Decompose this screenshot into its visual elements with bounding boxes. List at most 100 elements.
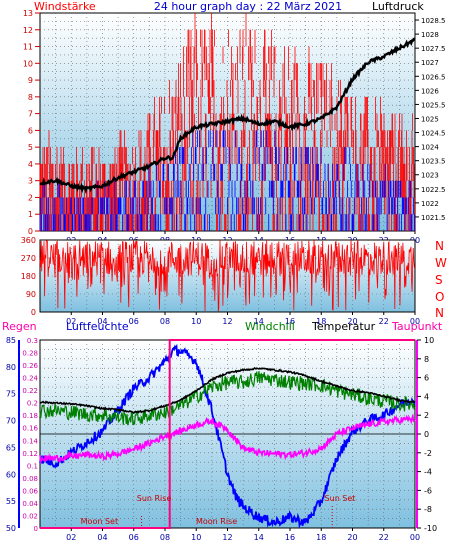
x-tick-label: 20 xyxy=(347,317,357,326)
regen-tick-label: 0.24 xyxy=(22,375,38,383)
x-tick-label: 08 xyxy=(160,317,170,326)
humidity-axis: 50 55 60 65 70 75 80 85 xyxy=(6,336,20,533)
wind-direction-tick-label: 0 xyxy=(31,308,36,317)
pressure-tick-label: 1022 xyxy=(421,200,439,208)
wind-speed-tick-label: 5 xyxy=(28,143,33,152)
wind-direction-tick-label: 360 xyxy=(21,236,36,245)
compass-label-w: W xyxy=(435,256,447,270)
compass-labels: N W S O N xyxy=(435,239,447,320)
x-tick-label: 18 xyxy=(316,533,326,542)
humidity-tick-label: 70 xyxy=(6,417,16,426)
wind-speed-tick-label: 3 xyxy=(28,177,33,186)
wind-speed-tick-label: 7 xyxy=(28,110,33,119)
x-tick-label: 10 xyxy=(191,533,201,542)
regen-tick-label: 0.26 xyxy=(22,362,38,370)
regen-tick-label: 0.28 xyxy=(22,350,38,358)
series-line-regen xyxy=(40,339,415,529)
humidity-tick-label: 65 xyxy=(6,443,16,452)
temperature-tick-label: 6 xyxy=(424,374,429,383)
event-label-moon-rise: Moon Rise xyxy=(196,517,237,526)
wind-speed-tick-label: 13 xyxy=(23,9,33,18)
wind-direction-series xyxy=(39,240,416,312)
wind-direction-tick-label: 270 xyxy=(21,254,36,263)
humidity-tick-label: 75 xyxy=(6,390,16,399)
luftfeuchte-label: Luftfeuchte xyxy=(66,320,129,333)
weather-grid xyxy=(40,340,415,528)
pressure-tick-label: 1024 xyxy=(421,144,439,152)
x-tick-label: 02 xyxy=(66,317,76,326)
pressure-tick-label: 1022.5 xyxy=(421,186,446,194)
x-tick-label: 16 xyxy=(285,317,295,326)
wind-speed-tick-label: 8 xyxy=(28,93,33,102)
regen-tick-label: 0.12 xyxy=(22,450,38,458)
event-label-sun-rise: Sun Rise xyxy=(137,494,172,503)
regen-tick-label: 0 xyxy=(34,525,38,533)
weather-x-axis: 02 04 06 08 10 12 14 16 18 20 22 00 xyxy=(66,528,420,542)
temperatur-label: Temperatur xyxy=(311,320,376,333)
wind-speed-tick-label: 2 xyxy=(28,193,33,202)
wind-direction-line xyxy=(39,240,416,312)
humidity-tick-label: 60 xyxy=(6,470,16,479)
luftdruck-title: Luftdruck xyxy=(372,0,424,13)
compass-label-o: O xyxy=(435,290,444,304)
regen-label: Regen xyxy=(2,320,37,333)
x-tick-label: 06 xyxy=(129,533,139,542)
pressure-tick-label: 1023 xyxy=(421,172,439,180)
x-tick-label: 00 xyxy=(410,533,420,542)
pressure-tick-label: 1025 xyxy=(421,115,439,123)
x-tick-label: 12 xyxy=(222,533,232,542)
wind-speed-tick-label: 6 xyxy=(28,126,33,135)
temperature-tick-label: 2 xyxy=(424,411,429,420)
wind-speed-bars xyxy=(39,13,415,231)
wind-direction-tick-label: 90 xyxy=(26,290,36,299)
humidity-tick-label: 50 xyxy=(6,524,16,533)
wind-speed-tick-label: 1 xyxy=(28,210,33,219)
pressure-tick-label: 1028.5 xyxy=(421,17,446,25)
temperature-tick-label: 8 xyxy=(424,355,429,364)
wind-speed-tick-label: 0 xyxy=(28,227,33,236)
x-tick-label: 06 xyxy=(129,317,139,326)
wind-direction-x-axis: 02 04 06 08 10 12 14 16 18 20 22 00 xyxy=(66,312,420,326)
wind-speed-tick-label: 12 xyxy=(23,26,33,35)
regen-tick-label: 0.06 xyxy=(22,487,38,495)
weather-series xyxy=(39,339,416,529)
series-line-temperatur xyxy=(39,367,416,415)
temperature-axis: -10 -8 -6 -4 -2 0 2 4 6 8 10 xyxy=(416,336,437,533)
humidity-tick-label: 85 xyxy=(6,336,16,345)
temperature-tick-label: 4 xyxy=(424,392,429,401)
x-tick-label: 00 xyxy=(410,317,420,326)
temperature-tick-label: -10 xyxy=(424,524,437,533)
pressure-tick-label: 1027 xyxy=(421,59,439,67)
regen-tick-label: 0.1 xyxy=(27,462,38,470)
pressure-tick-label: 1026 xyxy=(421,87,439,95)
windstaerke-title: Windstärke xyxy=(34,0,96,13)
x-tick-label: 22 xyxy=(379,533,389,542)
pressure-line-group xyxy=(39,37,416,194)
x-tick-label: 04 xyxy=(97,533,107,542)
x-tick-label: 10 xyxy=(191,317,201,326)
series-line-taupunkt xyxy=(39,413,416,465)
humidity-tick-label: 80 xyxy=(6,363,16,372)
wind-direction-axis: 0 90 180 270 360 xyxy=(21,236,36,317)
regen-tick-label: 0.3 xyxy=(27,337,38,345)
astronomy-events: Moon Set Sun Rise Moon Rise Sun Set xyxy=(81,494,355,528)
x-tick-label: 14 xyxy=(254,317,264,326)
pressure-tick-label: 1028 xyxy=(421,31,439,39)
regen-tick-label: 0.16 xyxy=(22,425,38,433)
pressure-line xyxy=(39,37,416,194)
regen-axis: 0 0.02 0.04 0.06 0.08 0.1 0.12 0.14 0.16 0.18 0.2 0… xyxy=(22,337,38,533)
pressure-tick-label: 1023.5 xyxy=(421,158,446,166)
wind-speed-tick-label: 9 xyxy=(28,76,33,85)
x-tick-label: 08 xyxy=(160,533,170,542)
regen-tick-label: 0.08 xyxy=(22,475,38,483)
temperature-tick-label: -2 xyxy=(424,449,432,458)
pressure-tick-label: 1026.5 xyxy=(421,73,446,81)
regen-tick-label: 0.18 xyxy=(22,412,38,420)
compass-label-n1: N xyxy=(435,239,444,253)
taupunkt-label: Taupunkt xyxy=(391,320,443,333)
regen-tick-label: 0.22 xyxy=(22,387,38,395)
wind-speed-tick-label: 10 xyxy=(23,59,33,68)
